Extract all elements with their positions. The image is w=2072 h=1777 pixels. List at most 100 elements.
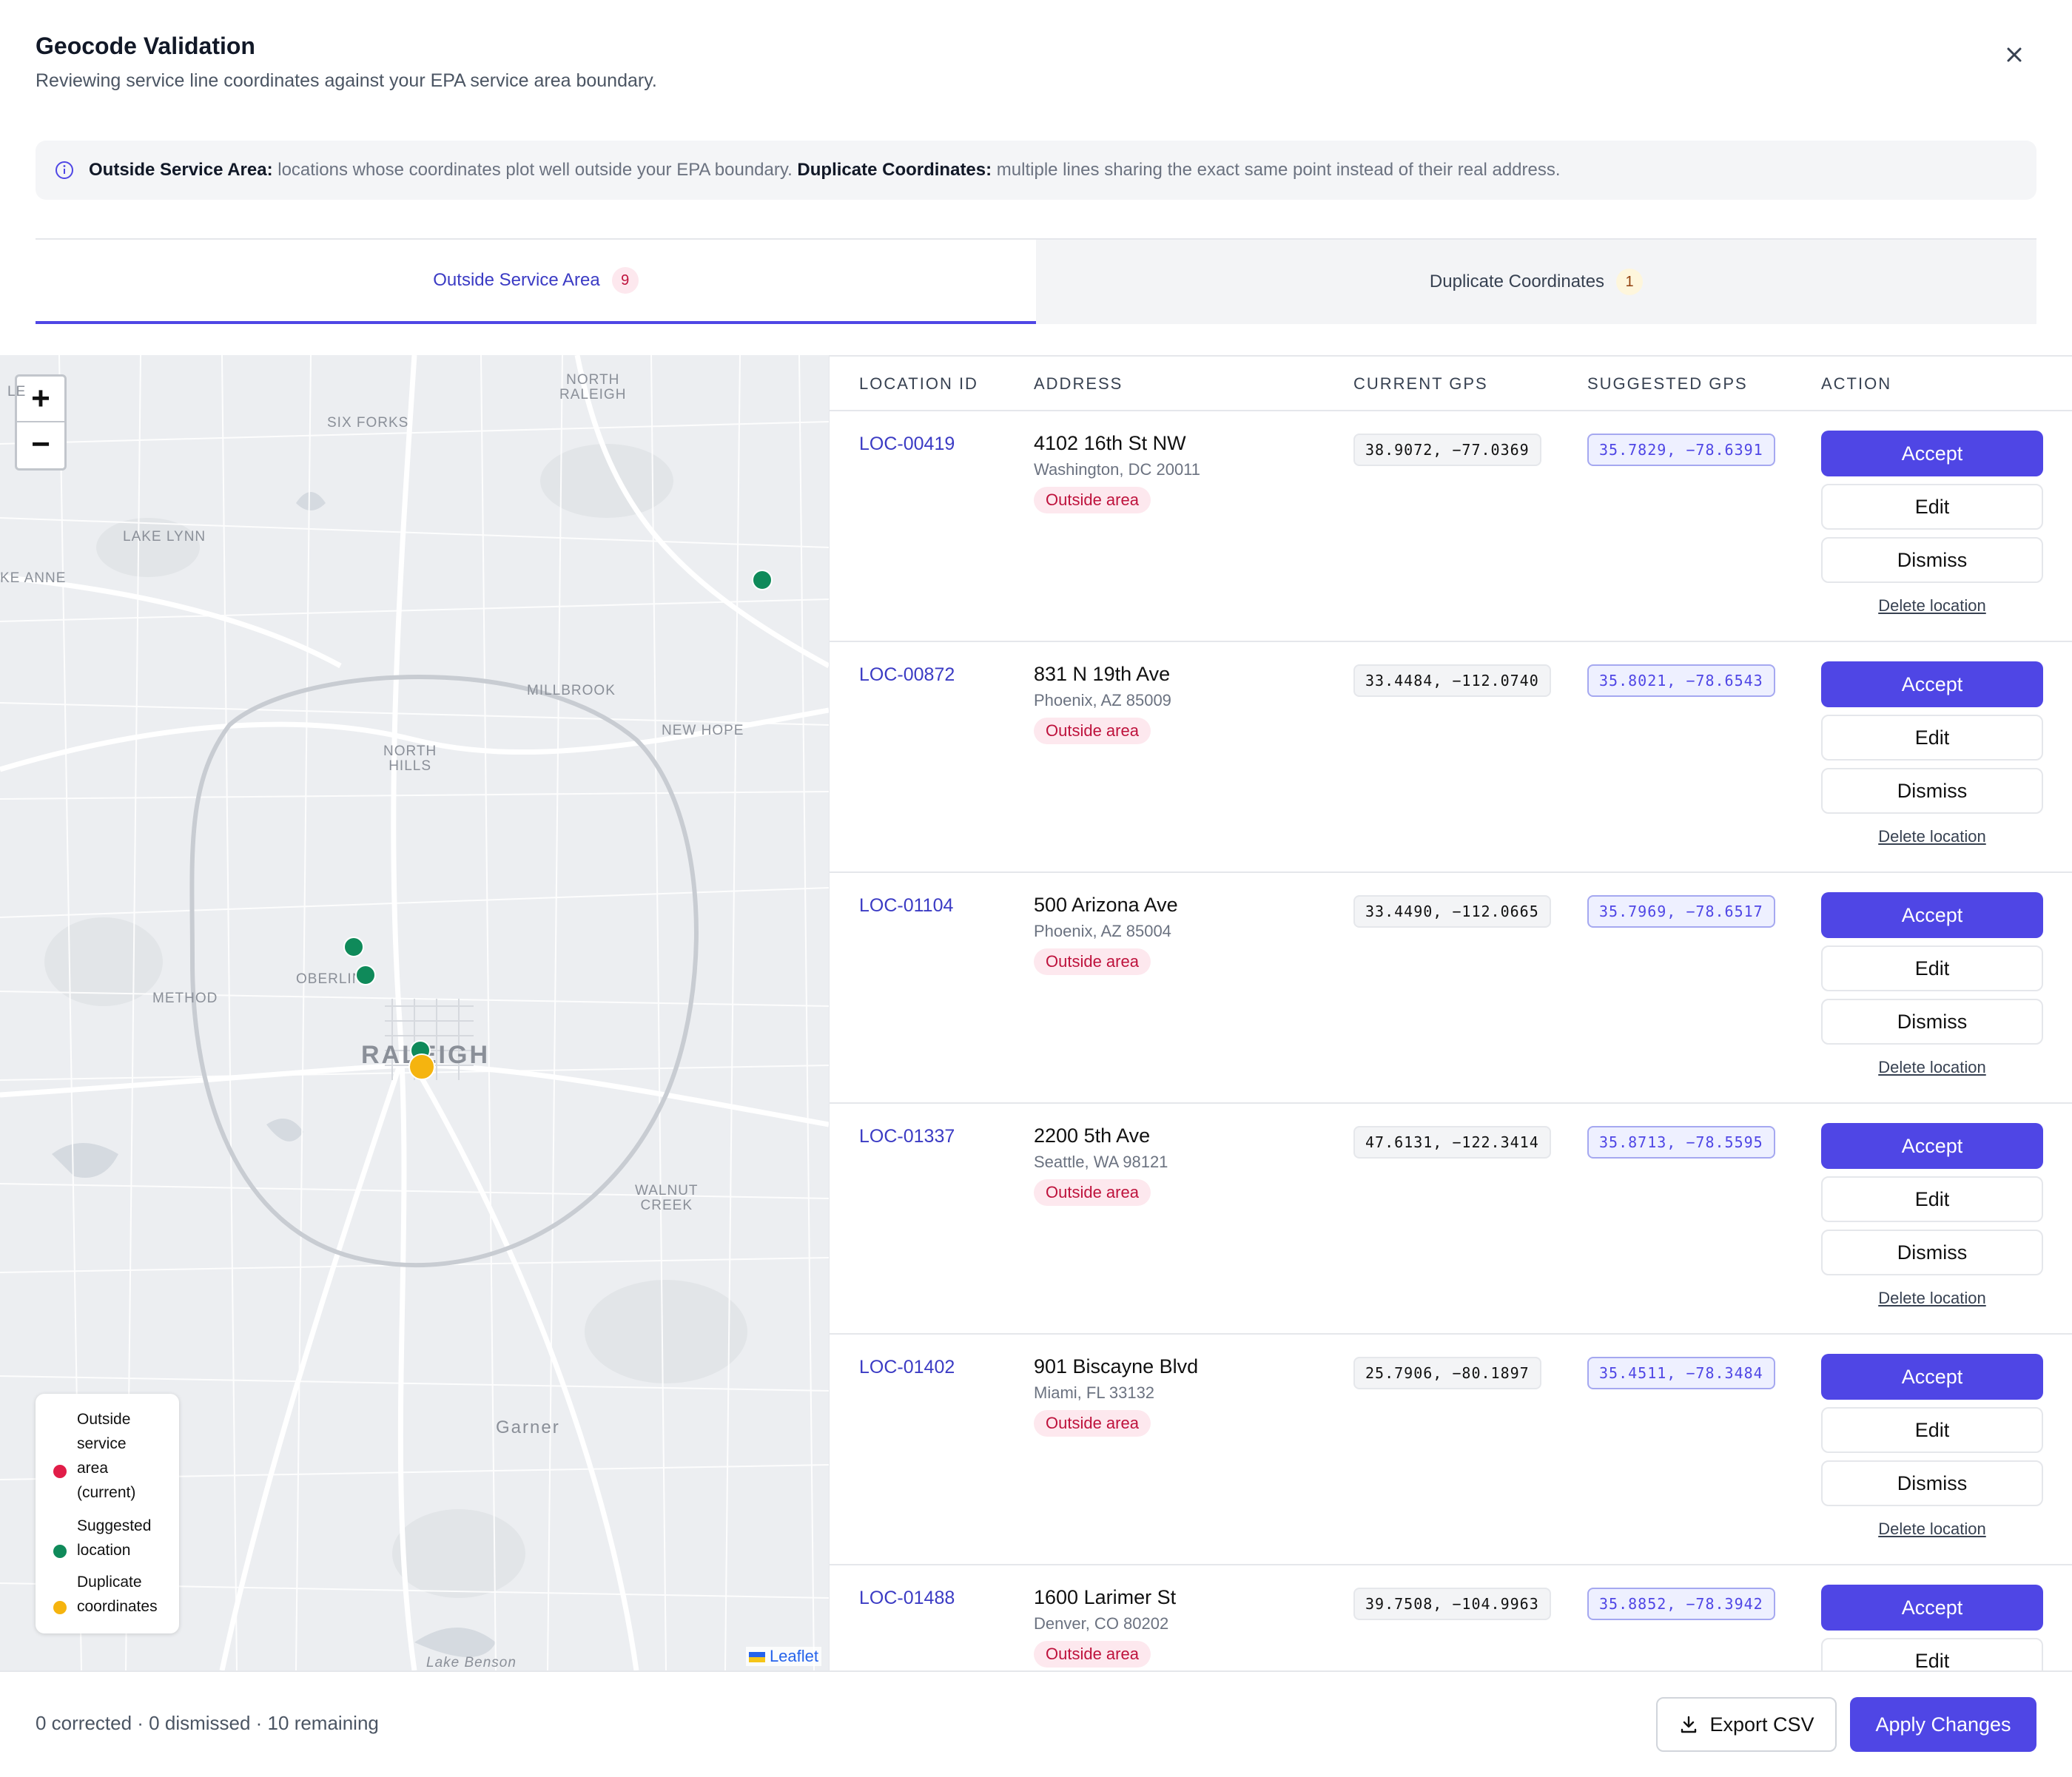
dismiss-button[interactable]: Dismiss: [1821, 768, 2043, 814]
flag-icon: [748, 1652, 765, 1663]
suggested-location-marker[interactable]: [752, 570, 773, 590]
address-street: 2200 5th Ave: [1034, 1124, 1151, 1147]
map-label: NORTH RALEIGH: [559, 372, 627, 402]
edit-button[interactable]: Edit: [1821, 945, 2043, 991]
map-label: Lake Benson: [426, 1655, 517, 1670]
address-city: Washington, DC 20011: [1034, 460, 1201, 479]
address-street: 4102 16th St NW: [1034, 432, 1186, 454]
accept-button[interactable]: Accept: [1821, 1123, 2043, 1169]
edit-button[interactable]: Edit: [1821, 715, 2043, 761]
accept-button[interactable]: Accept: [1821, 661, 2043, 707]
column-header-suggested-gps: SUGGESTED GPS: [1587, 374, 1748, 393]
dismiss-button[interactable]: Dismiss: [1821, 999, 2043, 1045]
outside-area-badge: Outside area: [1034, 487, 1151, 513]
map-label: OBERLIN: [296, 971, 363, 987]
tab-outside-service-area[interactable]: Outside Service Area 9: [36, 240, 1036, 324]
map-panel[interactable]: + − LE NORTH RALEIGH SIX FORKS LAKE LYNN …: [0, 355, 829, 1670]
address-city: Phoenix, AZ 85009: [1034, 691, 1171, 709]
column-header-current-gps: CURRENT GPS: [1353, 374, 1488, 393]
close-icon[interactable]: [2001, 41, 2028, 68]
edit-button[interactable]: Edit: [1821, 1176, 2043, 1222]
table-row: LOC-01402 901 Biscayne Blvd Miami, FL 33…: [830, 1333, 2072, 1565]
dismiss-button[interactable]: Dismiss: [1821, 1230, 2043, 1275]
modal-header: Geocode Validation Reviewing service lin…: [36, 33, 1997, 92]
attribution-link[interactable]: Leaflet: [769, 1647, 818, 1665]
table-row: LOC-01488 1600 Larimer St Denver, CO 802…: [830, 1564, 2072, 1670]
count-badge: 1: [1616, 269, 1644, 295]
info-duplicate-label: Duplicate Coordinates:: [797, 160, 992, 180]
zoom-control: + −: [15, 374, 67, 471]
suggested-gps-chip: 35.8713, −78.5595: [1587, 1126, 1775, 1159]
zoom-in-button[interactable]: +: [17, 377, 64, 422]
location-id-link[interactable]: LOC-00419: [859, 434, 955, 454]
dismiss-button[interactable]: Dismiss: [1821, 1460, 2043, 1506]
accept-button[interactable]: Accept: [1821, 1354, 2043, 1400]
legend-duplicate-label: Duplicate coordinates: [77, 1574, 158, 1615]
apply-changes-button[interactable]: Apply Changes: [1850, 1697, 2036, 1752]
address-city: Miami, FL 33132: [1034, 1383, 1155, 1402]
info-icon: [56, 161, 73, 179]
suggested-location-marker[interactable]: [355, 965, 376, 985]
info-duplicate-text: multiple lines sharing the exact same po…: [992, 160, 1561, 180]
duplicate-coordinates-marker[interactable]: [408, 1053, 435, 1080]
suggested-gps-chip: 35.8021, −78.6543: [1587, 664, 1775, 697]
suggested-gps-chip: 35.4511, −78.3484: [1587, 1357, 1775, 1389]
progress-status: 0 corrected · 0 dismissed · 10 remaining: [36, 1712, 379, 1734]
suggested-gps-chip: 35.7829, −78.6391: [1587, 434, 1775, 466]
map-label: MILLBROOK: [527, 683, 616, 698]
delete-location-link[interactable]: Delete location: [1878, 596, 1986, 615]
address-street: 831 N 19th Ave: [1034, 663, 1171, 685]
suggested-location-marker[interactable]: [343, 937, 364, 957]
column-header-address: ADDRESS: [1034, 374, 1123, 393]
map-legend: Outside service area (current) Suggested loc…: [36, 1394, 179, 1633]
current-gps-chip: 25.7906, −80.1897: [1353, 1357, 1541, 1389]
edit-button[interactable]: Edit: [1821, 1407, 2043, 1453]
location-id-link[interactable]: LOC-01104: [859, 895, 954, 916]
delete-location-link[interactable]: Delete location: [1878, 1058, 1986, 1076]
table-row: LOC-01337 2200 5th Ave Seattle, WA 98121…: [830, 1102, 2072, 1335]
accept-button[interactable]: Accept: [1821, 892, 2043, 938]
map-label: Garner: [496, 1417, 560, 1437]
address-city: Denver, CO 80202: [1034, 1614, 1169, 1633]
delete-location-link[interactable]: Delete location: [1878, 827, 1986, 846]
tab-label: Duplicate Coordinates: [1429, 272, 1605, 291]
table-header: LOCATION ID ADDRESS CURRENT GPS SUGGESTE…: [830, 355, 2072, 411]
address-city: Seattle, WA 98121: [1034, 1153, 1168, 1171]
map-label: WALNUT CREEK: [635, 1183, 699, 1213]
outside-area-badge: Outside area: [1034, 948, 1151, 975]
accept-button[interactable]: Accept: [1821, 431, 2043, 476]
accept-button[interactable]: Accept: [1821, 1585, 2043, 1631]
outside-area-badge: Outside area: [1034, 1641, 1151, 1668]
legend-suggested-dot: [53, 1545, 67, 1558]
info-outside-text: locations whose coordinates plot well ou…: [272, 160, 798, 180]
modal-title: Geocode Validation: [36, 33, 255, 59]
tab-duplicate-coordinates[interactable]: Duplicate Coordinates 1: [1036, 240, 2036, 324]
info-banner: Outside Service Area: locations whose co…: [36, 141, 2036, 200]
dismiss-button[interactable]: Dismiss: [1821, 537, 2043, 583]
suggested-gps-chip: 35.8852, −78.3942: [1587, 1588, 1775, 1620]
modal-subtitle: Reviewing service line coordinates again…: [36, 70, 657, 91]
column-header-action: ACTION: [1821, 374, 1892, 393]
edit-button[interactable]: Edit: [1821, 1638, 2043, 1670]
count-badge: 9: [611, 267, 639, 294]
location-id-link[interactable]: LOC-01402: [859, 1357, 955, 1378]
delete-location-link[interactable]: Delete location: [1878, 1520, 1986, 1538]
legend-duplicate-dot: [53, 1601, 67, 1614]
location-id-link[interactable]: LOC-01488: [859, 1588, 955, 1608]
map-label: NEW HOPE: [662, 723, 744, 738]
outside-area-badge: Outside area: [1034, 1410, 1151, 1437]
zoom-out-button[interactable]: −: [31, 426, 50, 462]
info-outside-label: Outside Service Area:: [89, 160, 273, 180]
legend-outside-dot: [53, 1465, 67, 1478]
tab-label: Outside Service Area: [433, 270, 600, 290]
export-csv-button[interactable]: Export CSV: [1656, 1697, 1837, 1752]
location-id-link[interactable]: LOC-00872: [859, 664, 955, 685]
map-label: KE ANNE: [0, 570, 67, 586]
export-csv-label: Export CSV: [1709, 1713, 1814, 1736]
table-row: LOC-01104 500 Arizona Ave Phoenix, AZ 85…: [830, 871, 2072, 1104]
delete-location-link[interactable]: Delete location: [1878, 1289, 1986, 1307]
edit-button[interactable]: Edit: [1821, 484, 2043, 530]
map-attribution[interactable]: Leaflet: [745, 1647, 821, 1666]
map-label: NORTH HILLS: [383, 743, 437, 774]
location-id-link[interactable]: LOC-01337: [859, 1126, 955, 1147]
